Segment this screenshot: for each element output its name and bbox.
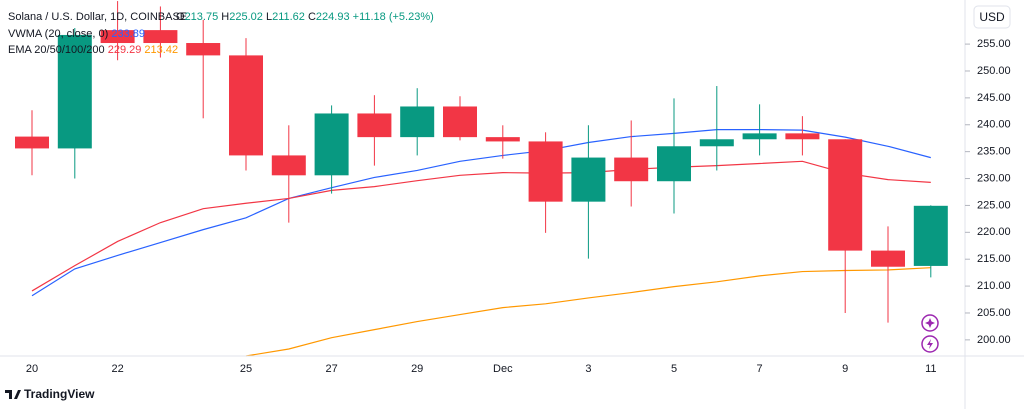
candle-body [400,106,435,138]
x-tick-label: Dec [493,363,513,375]
candle-body [443,106,477,138]
x-tick-label: 29 [411,363,423,375]
candle-body [271,155,306,176]
icon [925,318,935,328]
x-tick-label: 22 [111,363,123,375]
candle-body [699,139,734,147]
candle-body [485,137,520,142]
x-tick-label: 11 [925,363,936,375]
x-tick-label: 3 [585,363,591,375]
ohlc-label: H [221,11,229,23]
legend-ohlc: O213.75 H225.02 L211.62 C224.93 +11.18 (… [176,11,434,23]
candle-body [614,157,649,182]
y-tick-label: 245.00 [977,92,1011,104]
indicator-line [31,160,931,292]
y-tick-label: 255.00 [977,38,1011,50]
candle-body [357,113,392,138]
icon-button[interactable] [921,335,939,353]
ohlc-label: C [308,11,316,23]
x-tick-label: 25 [240,363,252,375]
legend-indicator: EMA 20/50/100/200 229.29 213.42 [8,44,178,56]
y-tick-label: 200.00 [977,334,1011,346]
candle-body [871,250,905,267]
x-tick-label: 20 [26,363,38,375]
currency-button[interactable] [973,5,1011,29]
y-tick-label: 235.00 [977,146,1011,158]
candle-body [100,30,135,44]
y-tick-label: 250.00 [977,65,1011,77]
candle-body [15,136,49,149]
ohlc-label: O [176,11,185,23]
logo: TradingView [5,387,95,401]
candle-body [785,133,820,140]
candle-body [57,34,92,149]
candle-body [528,141,563,202]
ohlc-label: L [266,11,272,23]
indicator-value: 213.42 [144,44,178,56]
candle-body [742,133,777,140]
candle-body [913,205,948,266]
x-tick-label: 5 [671,363,677,375]
indicator-line [245,267,931,357]
y-tick-label: 220.00 [977,226,1011,238]
legend-title: Solana / U.S. Dollar, 1D, COINBASE [8,11,187,23]
legend-indicator: VWMA (20, close, 0) 233.89 [8,28,145,40]
currency-label[interactable]: USD [979,10,1005,24]
brand: TradingView [24,387,95,401]
y-tick-label: 215.00 [977,253,1011,265]
y-tick-label: 230.00 [977,172,1011,184]
indicator-value: 233.89 [111,28,145,40]
indicator-name: VWMA (20, close, 0) [8,28,108,40]
y-tick-label: 225.00 [977,199,1011,211]
ohlc-value: 224.93 [316,11,350,23]
ohlc-value: 211.62 [272,11,305,23]
candle-body [314,113,349,176]
icon [927,339,933,349]
candle-body [229,55,263,156]
ohlc-value: 225.02 [229,11,263,23]
indicator-name: EMA 20/50/100/200 [8,44,105,56]
legend: Solana / U.S. Dollar, 1D, COINBASE O213.… [8,11,434,56]
candle-body [828,139,863,251]
y-tick-label: 240.00 [977,119,1011,131]
candle-body [571,157,606,202]
x-tick-label: 7 [757,363,763,375]
ohlc-value: 213.75 [185,11,219,23]
icon-button[interactable] [921,314,939,332]
x-tick-label: 9 [842,363,848,375]
candle-body [186,43,221,56]
y-tick-label: 205.00 [977,307,1011,319]
logo-mark [5,390,21,399]
indicator-value: 229.29 [108,44,142,56]
plot [15,1,948,357]
y-tick-label: 210.00 [977,280,1011,292]
indicator-line [31,129,931,297]
candle-body [657,146,691,182]
x-tick-label: 27 [325,363,337,375]
candle-body [143,30,178,44]
change: +11.18 (+5.23%) [353,11,434,23]
